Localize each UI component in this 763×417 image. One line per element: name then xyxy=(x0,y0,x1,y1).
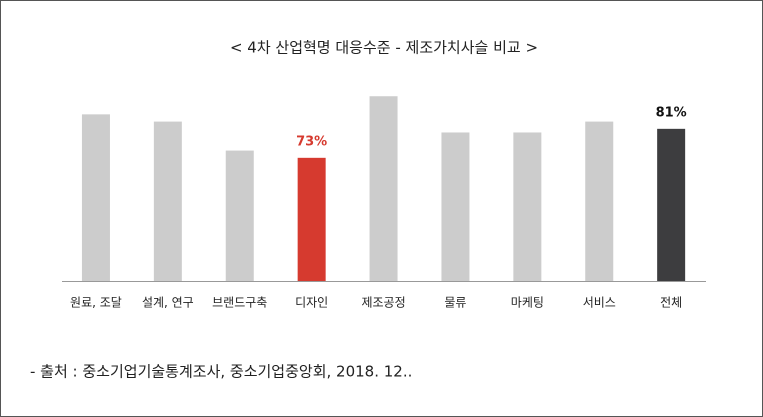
x-tick-label: 설계, 연구 xyxy=(142,296,194,310)
x-tick-label: 원료, 조달 xyxy=(70,296,122,310)
bar xyxy=(153,121,182,281)
x-tick-label: 서비스 xyxy=(583,296,616,310)
x-tick-label: 브랜드구축 xyxy=(212,296,267,310)
x-tick-label: 제조공정 xyxy=(361,296,405,310)
bar xyxy=(657,128,686,281)
source-note: - 출처 : 중소기업기술통계조사, 중소기업중앙회, 2018. 12.. xyxy=(30,363,412,381)
chart-title: < 4차 산업혁명 대응수준 - 제조가치사슬 비교 > xyxy=(230,39,538,57)
value-label: 81% xyxy=(656,105,687,120)
bar xyxy=(297,157,326,281)
x-tick-label: 전체 xyxy=(660,296,682,310)
x-tick-label: 디자인 xyxy=(295,296,328,310)
bar xyxy=(225,150,254,281)
bar xyxy=(513,132,542,281)
value-label: 73% xyxy=(296,134,327,149)
bar xyxy=(585,121,614,281)
bar xyxy=(441,132,470,281)
bar xyxy=(81,114,110,281)
bar xyxy=(369,96,398,281)
x-tick-label: 물류 xyxy=(444,296,466,310)
x-tick-label: 마케팅 xyxy=(511,296,544,310)
